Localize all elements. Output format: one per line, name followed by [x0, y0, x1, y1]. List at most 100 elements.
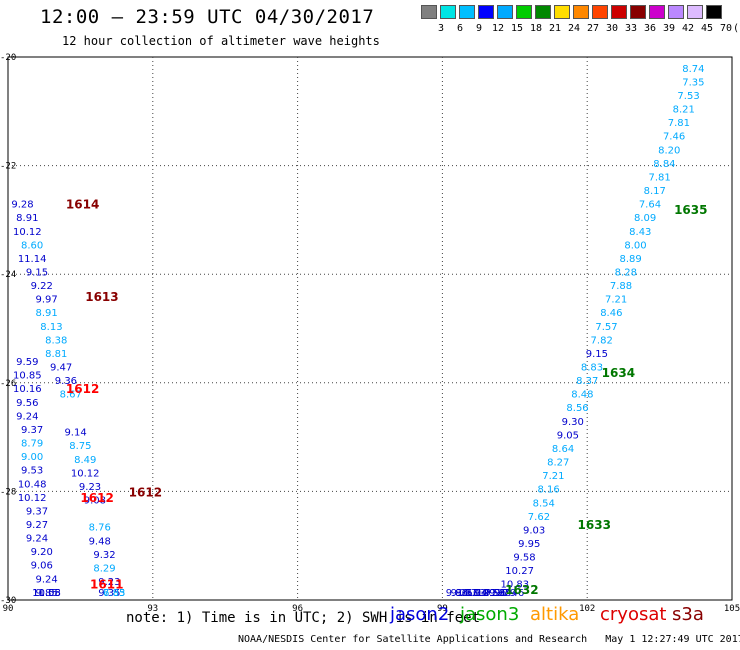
page-title: 12:00 – 23:59 UTC 04/30/2017 [40, 6, 375, 28]
swh-value: 9.36 [55, 376, 77, 387]
swh-value: 8.20 [658, 145, 680, 156]
swh-value: 8.16 [537, 485, 559, 496]
swh-value: 8.64 [552, 444, 574, 455]
satellite-cryosat: cryosat [600, 604, 667, 625]
scale-label: 39 [662, 23, 676, 34]
swh-value: 8.91 [16, 213, 38, 224]
swh-value: 9.94 [465, 588, 487, 599]
swh-value: 8.91 [35, 308, 57, 319]
swh-value: 8.38 [45, 335, 67, 346]
swh-value: 10.16 [13, 384, 42, 395]
scale-swatch [630, 5, 646, 19]
scale-swatch [592, 5, 608, 19]
swh-value: 8.09 [634, 213, 656, 224]
scale-label: 9 [475, 23, 483, 34]
scale-label: 12 [491, 23, 505, 34]
swh-value: 9.24 [16, 411, 38, 422]
swh-value: 8.28 [615, 267, 637, 278]
swh-value: 9.56 [16, 398, 38, 409]
swh-value: 7.21 [542, 471, 564, 482]
footer-timestamp: May 1 12:27:49 UTC 2017 [605, 634, 740, 645]
swh-value: 11.14 [18, 254, 47, 265]
swh-value: 8.81 [45, 349, 67, 360]
satellite-jason3: jason3 [460, 604, 520, 625]
track-id-label: 1611 [90, 578, 123, 592]
swh-value: 8.29 [93, 563, 115, 574]
y-tick-label: -22 [0, 162, 16, 172]
scale-label: 45 [700, 23, 714, 34]
swh-value: 7.57 [595, 322, 617, 333]
scale-unit: (ft) [733, 23, 740, 34]
swh-value: 9.37 [21, 425, 43, 436]
swh-value: 8.54 [533, 498, 555, 509]
swh-value: 8.21 [673, 105, 695, 116]
swh-value: 9.30 [562, 417, 584, 428]
scale-swatch [478, 5, 494, 19]
swh-value: 9.03 [523, 525, 545, 536]
scale-label: 42 [681, 23, 695, 34]
map-frame [7, 56, 733, 601]
swh-value: 8.37 [576, 376, 598, 387]
track-id-label: 1635 [674, 203, 707, 217]
note-text: note: 1) Time is in UTC; 2) SWH is in fe… [126, 610, 481, 626]
x-tick-label: 93 [147, 604, 158, 614]
swh-value: 7.81 [648, 172, 670, 183]
scale-label: 27 [586, 23, 600, 34]
swh-value: 9.32 [93, 550, 115, 561]
swh-value: 9.67 [455, 588, 477, 599]
swh-value: 9.23 [79, 482, 101, 493]
x-tick-label: 105 [724, 604, 740, 614]
swh-value: 10.12 [18, 493, 47, 504]
swh-value: 9.15 [586, 349, 608, 360]
swh-value: 9.20 [31, 547, 53, 558]
x-tick-label: 102 [579, 604, 595, 614]
scale-label: 3 [437, 23, 445, 34]
swh-value: 9.53 [21, 466, 43, 477]
swh-value: 10.83 [500, 580, 529, 591]
scale-swatch [573, 5, 589, 19]
swh-value: 9.96 [484, 588, 506, 599]
swh-value: 9.37 [26, 506, 48, 517]
swh-value: 7.46 [663, 132, 685, 143]
scale-label: 33 [624, 23, 638, 34]
swh-value: 9.95 [518, 539, 540, 550]
swh-value: 7.85 [103, 588, 125, 599]
swh-value: 9.35 [98, 588, 120, 599]
swh-value: 9.79 [494, 588, 516, 599]
swh-value: 8.74 [682, 64, 704, 75]
swh-value: 10.58 [32, 588, 61, 599]
scale-swatch [611, 5, 627, 19]
y-tick-label: -26 [0, 379, 16, 389]
swh-value: 10.53 [476, 588, 505, 599]
swh-value: 9.25 [451, 588, 473, 599]
scale-swatch [687, 5, 703, 19]
swh-value: 9.59 [16, 357, 38, 368]
swh-value: 8.89 [620, 254, 642, 265]
swh-value: 9.15 [26, 267, 48, 278]
swh-value: 10.85 [13, 371, 42, 382]
swh-value: 8.13 [40, 322, 62, 333]
swh-value: 9.97 [35, 295, 57, 306]
scale-label: 36 [643, 23, 657, 34]
y-tick-label: -28 [0, 487, 16, 497]
track-id-label: 1612 [129, 485, 162, 499]
scale-swatch [497, 5, 513, 19]
swh-value: 7.81 [668, 118, 690, 129]
swh-value: 9.05 [557, 430, 579, 441]
swh-value: 9.71 [475, 588, 497, 599]
swh-value: 8.17 [644, 186, 666, 197]
swh-value: 7.35 [682, 77, 704, 88]
swh-value: 7.21 [605, 295, 627, 306]
swh-value: 8.48 [571, 390, 593, 401]
swh-value: 8.00 [624, 240, 646, 251]
swh-value: 8.60 [21, 240, 43, 251]
scale-swatch [668, 5, 684, 19]
scale-label: 24 [567, 23, 581, 34]
x-tick-label: 96 [292, 604, 303, 614]
swh-value: 9.23 [98, 577, 120, 588]
swh-value: 7.88 [610, 281, 632, 292]
swh-value: 7.62 [528, 512, 550, 523]
swh-value: 9.47 [50, 363, 72, 374]
swh-value: 10.29 [467, 588, 496, 599]
swh-value: 8.84 [653, 159, 675, 170]
